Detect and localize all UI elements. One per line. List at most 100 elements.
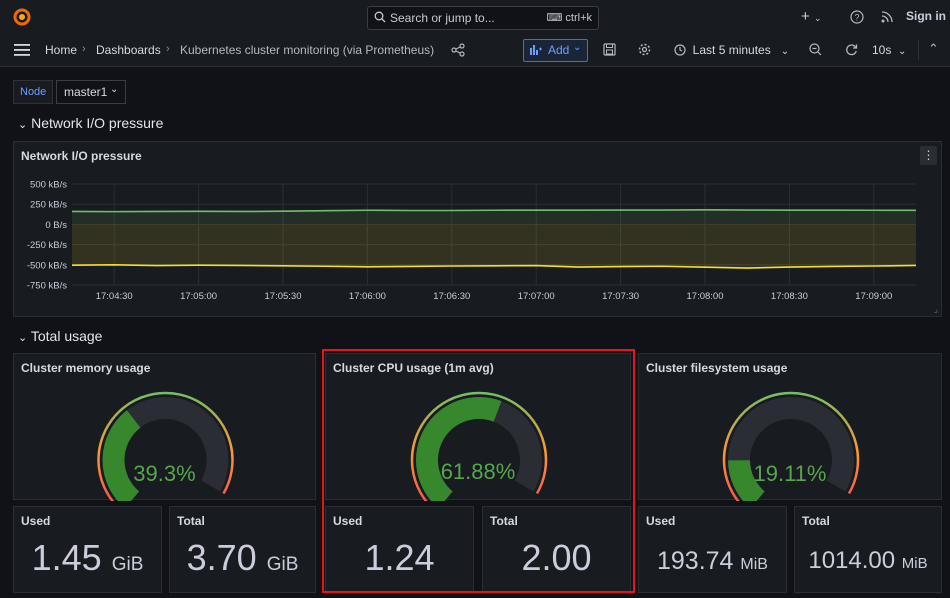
clock-icon <box>674 44 686 56</box>
gauge-threshold-arc <box>97 391 234 501</box>
search-shortcut-text: ctrl+k <box>565 12 592 24</box>
refresh-interval-label: 10s <box>872 43 892 57</box>
share-icon[interactable] <box>451 43 465 57</box>
stat-title: Used <box>333 514 363 528</box>
top-bar: Search or jump to... ⌨ ctrl+k + ⌄ ? Sign… <box>0 0 950 35</box>
filesystem-gauge <box>722 391 860 501</box>
svg-text:?: ? <box>854 13 859 23</box>
stat-unit: MiB <box>901 555 928 572</box>
zoom-out-icon[interactable] <box>809 43 822 56</box>
gauge-threshold-arc <box>410 391 548 501</box>
x-tick-label: 17:09:00 <box>855 291 892 302</box>
gauge-value-arc <box>728 459 766 501</box>
menu-icon[interactable] <box>14 44 30 56</box>
series-line-1 <box>71 263 917 269</box>
filesystem-total-stat: Total 1014.00 MiB <box>794 506 942 593</box>
x-tick-label: 17:08:30 <box>771 291 808 302</box>
refresh-icon[interactable] <box>845 43 858 56</box>
gauge-value: 39.3% <box>133 461 196 486</box>
node-variable-value: master1 <box>64 85 108 99</box>
breadcrumb-current: Kubernetes cluster monitoring (via Prome… <box>180 43 435 57</box>
time-range-picker[interactable]: Last 5 minutes ⌄ <box>674 43 789 57</box>
stat-value: 1.45 GiB <box>14 537 161 579</box>
stat-title: Total <box>802 514 830 528</box>
breadcrumb-home[interactable]: Home <box>45 43 78 57</box>
chevron-down-icon: ⌄ <box>110 84 119 95</box>
x-tick-label: 17:05:00 <box>180 291 217 302</box>
x-tick-label: 17:08:00 <box>687 291 724 302</box>
panel-title: Network I/O pressure <box>21 149 142 163</box>
highlight-box <box>322 349 635 593</box>
breadcrumb-dashboards[interactable]: Dashboards <box>96 43 161 57</box>
time-range-label: Last 5 minutes <box>692 43 771 57</box>
cpu-gauge <box>410 391 548 501</box>
chevron-down-icon: ⌄ <box>813 13 822 23</box>
save-icon[interactable] <box>603 43 616 56</box>
row-title: Total usage <box>30 328 103 344</box>
search-placeholder: Search or jump to... <box>390 11 495 25</box>
breadcrumb-separator-icon: › <box>82 43 86 55</box>
row-header-network[interactable]: ⌄ Network I/O pressure <box>18 115 163 131</box>
stat-value: 1.24 <box>326 537 473 579</box>
sign-in-link[interactable]: Sign in <box>906 9 946 23</box>
gauge-threshold-arc <box>722 391 860 501</box>
gauge-value-arc <box>102 410 141 501</box>
collapse-chevron-up-icon[interactable]: ⌃ <box>928 41 939 56</box>
series-area-1 <box>72 224 916 269</box>
chevron-down-icon: ⌄ <box>18 119 28 131</box>
row-header-total[interactable]: ⌄ Total usage <box>18 328 102 344</box>
settings-gear-icon[interactable] <box>638 43 651 56</box>
node-variable-label: Node <box>13 80 53 104</box>
chevron-down-icon: ⌄ <box>898 46 907 57</box>
gauge-value: 19.11% <box>753 461 827 486</box>
toolbar-divider <box>918 40 919 60</box>
filesystem-used-stat: Used 193.74 MiB <box>638 506 787 593</box>
cpu-total-stat: Total 2.00 <box>482 506 631 593</box>
stat-title: Total <box>177 514 205 528</box>
stat-title: Used <box>21 514 51 528</box>
x-tick-label: 17:06:30 <box>433 291 470 302</box>
network-io-chart: 500 kB/s 250 kB/s 0 B/s -250 kB/s -500 kB/s -… <box>27 180 917 302</box>
chevron-down-icon: ⌄ <box>780 46 790 57</box>
stat-unit: GiB <box>266 554 299 575</box>
series-line-0 <box>71 209 917 213</box>
x-tick-label: 17:05:30 <box>265 291 302 302</box>
x-tick-label: 17:06:00 <box>349 291 386 302</box>
resize-handle-icon[interactable]: ⌟ <box>933 304 938 314</box>
chevron-down-icon: ⌄ <box>18 332 28 344</box>
search-icon <box>374 11 386 23</box>
panel-menu-icon[interactable]: ⋮ <box>920 146 937 165</box>
stat-number: 1014.00 <box>808 547 896 574</box>
stat-title: Total <box>490 514 518 528</box>
y-tick-label: -500 kB/s <box>27 260 67 271</box>
stat-number: 193.74 <box>657 547 734 575</box>
gauge-value-arc <box>416 397 502 501</box>
add-button[interactable]: Add ⌄ <box>523 39 588 62</box>
new-menu-button[interactable]: + ⌄ <box>801 8 821 25</box>
stat-number: 3.70 <box>186 537 257 578</box>
x-tick-label: 17:07:30 <box>602 291 639 302</box>
panel-title: Cluster filesystem usage <box>646 361 788 375</box>
stat-value: 3.70 GiB <box>170 537 315 579</box>
panel-title: Cluster CPU usage (1m avg) <box>333 361 494 375</box>
grafana-logo-icon[interactable] <box>12 7 32 27</box>
y-tick-label: 500 kB/s <box>30 180 67 191</box>
y-tick-label: -750 kB/s <box>27 281 67 292</box>
refresh-interval-picker[interactable]: 10s ⌄ <box>872 43 906 57</box>
search-input[interactable]: Search or jump to... ⌨ ctrl+k <box>367 6 599 30</box>
x-tick-label: 17:07:00 <box>518 291 555 302</box>
node-variable-select[interactable]: master1 ⌄ <box>56 80 126 104</box>
row-title: Network I/O pressure <box>31 115 164 131</box>
stat-number: 1.24 <box>364 537 435 578</box>
network-io-panel: Network I/O pressure ⋮ 500 kB/s 250 kB/s 0… <box>13 141 942 317</box>
cluster-memory-gauge-panel: Cluster memory usage 39.3% <box>13 353 316 501</box>
cluster-filesystem-gauge-panel: Cluster filesystem usage 19.11% <box>638 353 942 501</box>
help-icon[interactable]: ? <box>850 10 864 24</box>
series-area-0 <box>72 209 916 225</box>
memory-total-stat: Total 3.70 GiB <box>169 506 316 593</box>
y-tick-label: 0 B/s <box>45 220 67 231</box>
rss-icon[interactable] <box>880 10 894 24</box>
memory-gauge <box>97 391 234 501</box>
dashboard-toolbar: Home › Dashboards › Kubernetes cluster m… <box>0 34 950 67</box>
stat-value: 1014.00 MiB <box>795 547 941 575</box>
